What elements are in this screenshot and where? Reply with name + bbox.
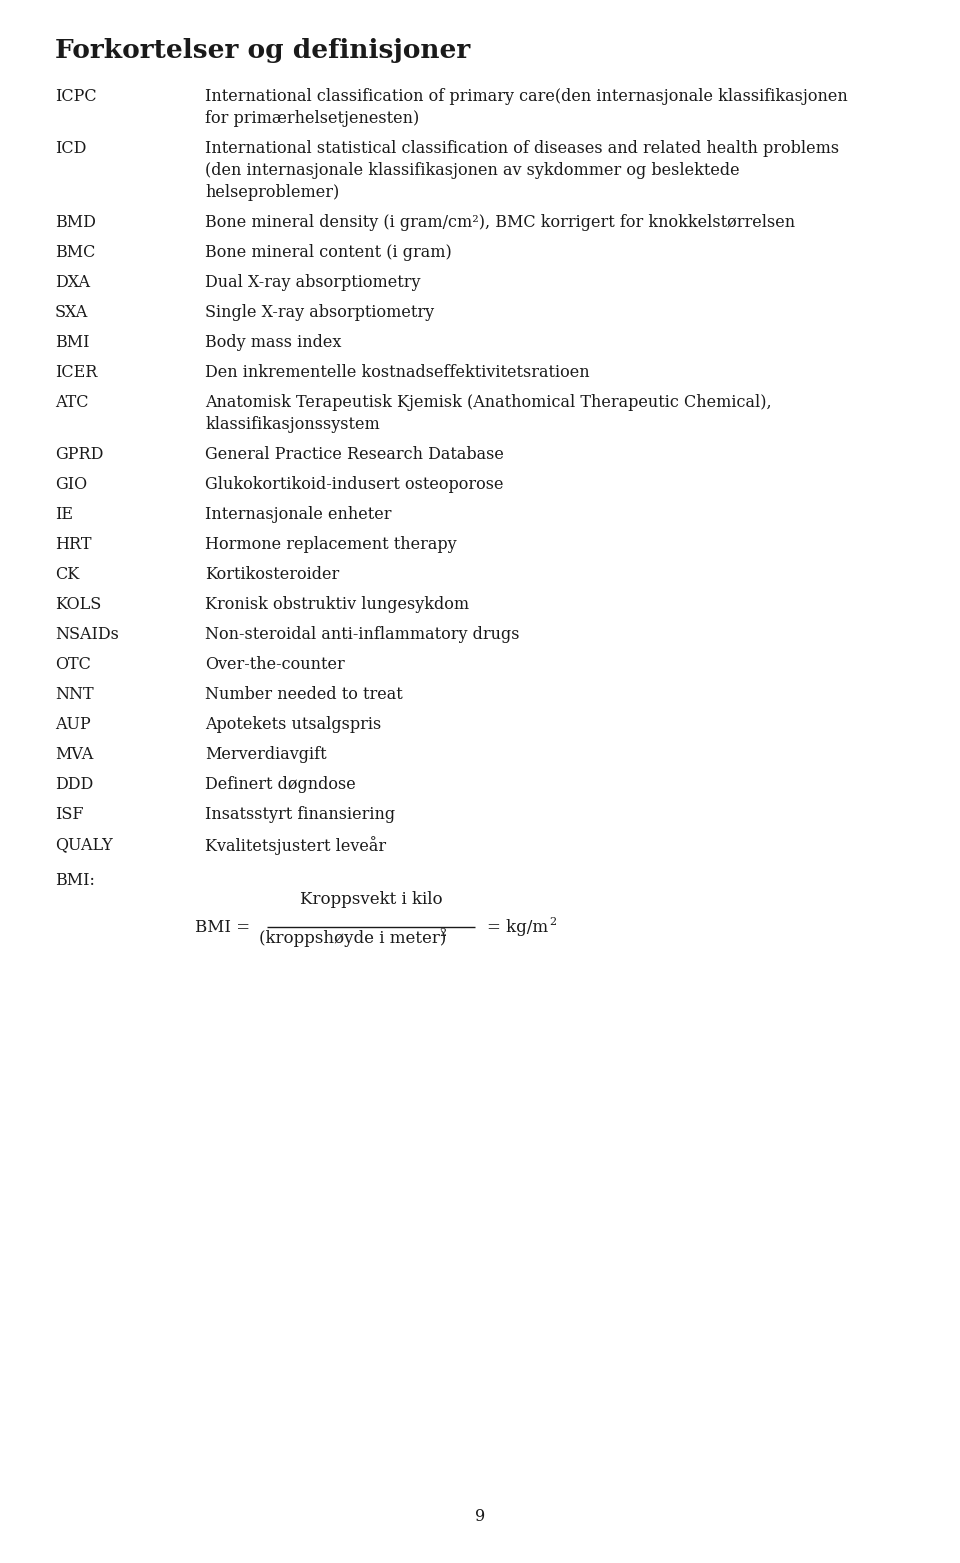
Text: IE: IE (55, 506, 73, 524)
Text: 2: 2 (439, 928, 446, 938)
Text: Dual X-ray absorptiometry: Dual X-ray absorptiometry (205, 274, 420, 291)
Text: Over-the-counter: Over-the-counter (205, 656, 345, 674)
Text: Bone mineral content (i gram): Bone mineral content (i gram) (205, 244, 452, 261)
Text: helseproblemer): helseproblemer) (205, 184, 339, 202)
Text: Anatomisk Terapeutisk Kjemisk (Anathomical Therapeutic Chemical),: Anatomisk Terapeutisk Kjemisk (Anathomic… (205, 394, 772, 411)
Text: Single X-ray absorptiometry: Single X-ray absorptiometry (205, 303, 434, 320)
Text: Non-steroidal anti-inflammatory drugs: Non-steroidal anti-inflammatory drugs (205, 627, 519, 642)
Text: ICER: ICER (55, 364, 97, 381)
Text: klassifikasjonssystem: klassifikasjonssystem (205, 416, 380, 433)
Text: BMI: BMI (55, 334, 89, 352)
Text: Den inkrementelle kostnadseffektivitetsratioen: Den inkrementelle kostnadseffektivitetsr… (205, 364, 589, 381)
Text: ICPC: ICPC (55, 88, 97, 105)
Text: Merverdiavgift: Merverdiavgift (205, 746, 326, 763)
Text: International classification of primary care(den internasjonale klassifikasjonen: International classification of primary … (205, 88, 848, 105)
Text: Number needed to treat: Number needed to treat (205, 686, 403, 703)
Text: 2: 2 (549, 917, 556, 927)
Text: NSAIDs: NSAIDs (55, 627, 119, 642)
Text: DXA: DXA (55, 274, 90, 291)
Text: SXA: SXA (55, 303, 88, 320)
Text: BMD: BMD (55, 214, 96, 231)
Text: ICD: ICD (55, 141, 86, 156)
Text: Glukokortikoid-indusert osteoporose: Glukokortikoid-indusert osteoporose (205, 477, 503, 492)
Text: CK: CK (55, 566, 80, 583)
Text: Kronisk obstruktiv lungesykdom: Kronisk obstruktiv lungesykdom (205, 596, 469, 613)
Text: Kroppsvekt i kilo: Kroppsvekt i kilo (300, 891, 443, 908)
Text: Insatsstyrt finansiering: Insatsstyrt finansiering (205, 807, 396, 824)
Text: for primærhelsetjenesten): for primærhelsetjenesten) (205, 109, 420, 127)
Text: Kvalitetsjustert leveår: Kvalitetsjustert leveår (205, 836, 386, 855)
Text: HRT: HRT (55, 536, 91, 553)
Text: DDD: DDD (55, 775, 93, 792)
Text: BMI:: BMI: (55, 872, 95, 889)
Text: Internasjonale enheter: Internasjonale enheter (205, 506, 392, 524)
Text: Apotekets utsalgspris: Apotekets utsalgspris (205, 716, 381, 733)
Text: = kg/m: = kg/m (487, 919, 548, 936)
Text: NNT: NNT (55, 686, 94, 703)
Text: Forkortelser og definisjoner: Forkortelser og definisjoner (55, 38, 470, 63)
Text: AUP: AUP (55, 716, 91, 733)
Text: KOLS: KOLS (55, 596, 101, 613)
Text: 9: 9 (475, 1508, 485, 1525)
Text: Bone mineral density (i gram/cm²), BMC korrigert for knokkelstørrelsen: Bone mineral density (i gram/cm²), BMC k… (205, 214, 795, 231)
Text: Body mass index: Body mass index (205, 334, 342, 352)
Text: GPRD: GPRD (55, 445, 104, 463)
Text: Definert døgndose: Definert døgndose (205, 775, 356, 792)
Text: ISF: ISF (55, 807, 84, 824)
Text: General Practice Research Database: General Practice Research Database (205, 445, 504, 463)
Text: International statistical classification of diseases and related health problems: International statistical classification… (205, 141, 839, 156)
Text: GIO: GIO (55, 477, 87, 492)
Text: BMC: BMC (55, 244, 95, 261)
Text: BMI =: BMI = (195, 919, 251, 936)
Text: (kroppshøyde i meter): (kroppshøyde i meter) (259, 930, 446, 947)
Text: OTC: OTC (55, 656, 91, 674)
Text: MVA: MVA (55, 746, 93, 763)
Text: Hormone replacement therapy: Hormone replacement therapy (205, 536, 457, 553)
Text: ATC: ATC (55, 394, 88, 411)
Text: (den internasjonale klassifikasjonen av sykdommer og beslektede: (den internasjonale klassifikasjonen av … (205, 163, 739, 180)
Text: Kortikosteroider: Kortikosteroider (205, 566, 339, 583)
Text: QUALY: QUALY (55, 836, 112, 853)
